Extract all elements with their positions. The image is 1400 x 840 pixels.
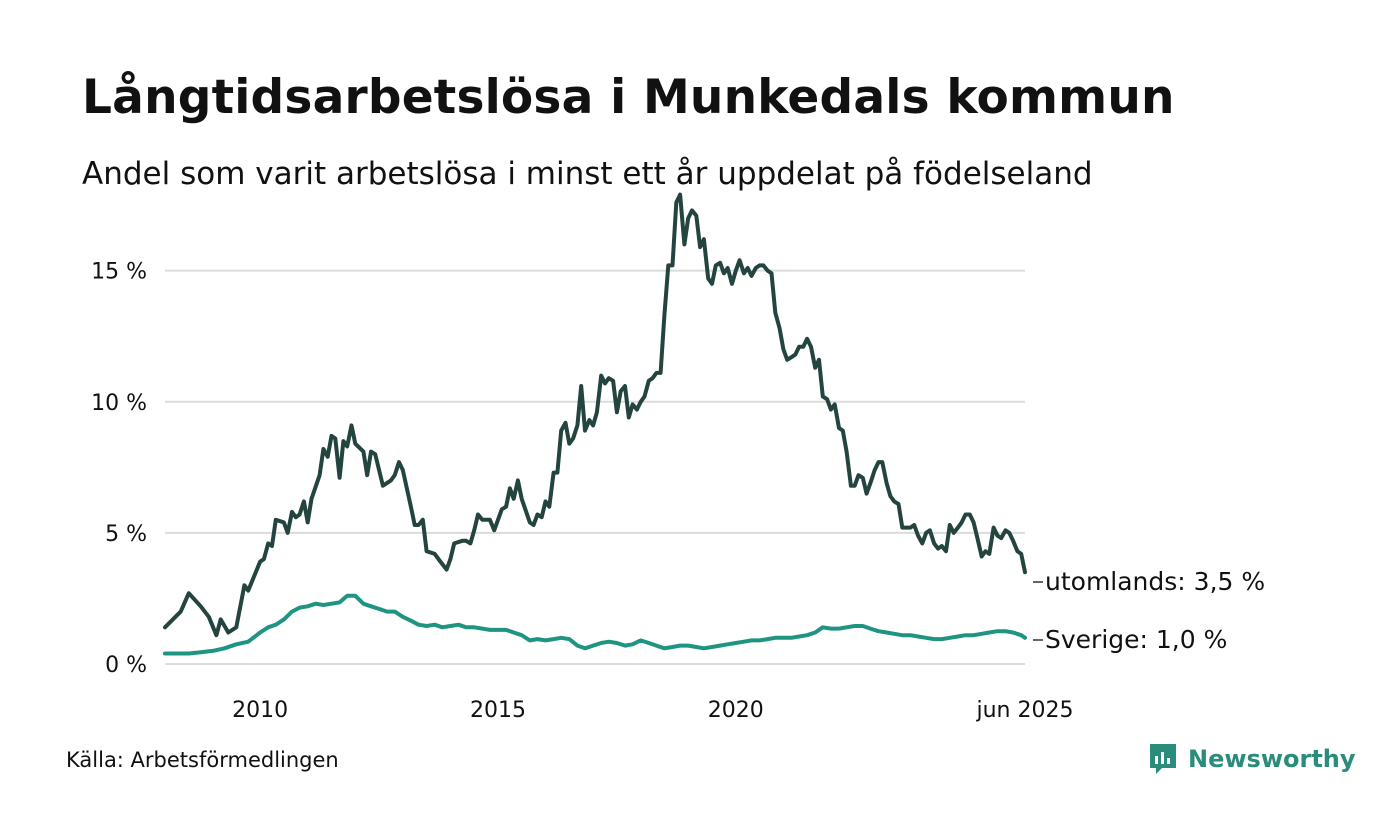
chart-title: Långtidsarbetslösa i Munkedals kommun	[82, 70, 1175, 125]
chart-subtitle: Andel som varit arbetslösa i minst ett å…	[82, 156, 1093, 192]
x-tick-label: 2020	[708, 698, 764, 723]
newsworthy-logo-icon	[1150, 744, 1176, 774]
y-tick-label: 0 %	[105, 653, 147, 678]
x-axis-ticks: 2010 2015 2020 jun 2025	[232, 698, 1073, 723]
x-tick-label: 2015	[470, 698, 526, 723]
series-end-label-sverige: Sverige: 1,0 %	[1045, 625, 1227, 654]
series-lines	[163, 192, 1027, 656]
series-line-utomlands	[163, 192, 1027, 638]
gridlines	[165, 269, 1025, 665]
y-tick-label: 10 %	[91, 391, 147, 416]
line-chart: 0 % 5 % 10 % 15 % 2010 2015 2020 jun 2025 utom…	[91, 192, 1265, 723]
series-end-label-utomlands: utomlands: 3,5 %	[1045, 567, 1265, 596]
brand-name: Newsworthy	[1188, 745, 1356, 773]
series-line-sverige	[163, 593, 1027, 656]
brand-logo: Newsworthy	[1148, 742, 1356, 776]
y-axis-ticks: 0 % 5 % 10 % 15 %	[91, 260, 147, 678]
x-tick-label: jun 2025	[976, 698, 1074, 723]
y-tick-label: 15 %	[91, 260, 147, 285]
end-labels: utomlands: 3,5 % Sverige: 1,0 %	[1033, 567, 1265, 654]
x-tick-label: 2010	[232, 698, 288, 723]
source-note: Källa: Arbetsförmedlingen	[66, 748, 339, 772]
y-tick-label: 5 %	[105, 522, 147, 547]
